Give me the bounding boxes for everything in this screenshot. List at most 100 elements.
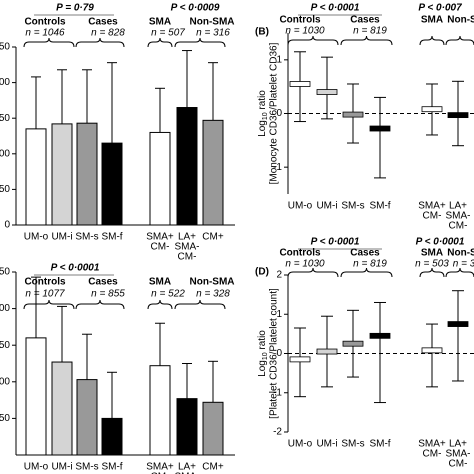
- x-tick-label: UM-o: [288, 201, 313, 212]
- n-label: n = 1046: [25, 28, 65, 39]
- x-tick-label: UM-o: [24, 462, 49, 473]
- x-tick-label: UM-o: [288, 439, 313, 450]
- x-tick-label: CM-: [151, 472, 170, 474]
- x-tick-label: SMA+: [418, 201, 446, 212]
- brace: [174, 299, 226, 310]
- n-label: n = 3: [453, 259, 474, 270]
- x-tick-label: SM-s: [341, 439, 364, 450]
- x-tick-label: SMA-: [446, 449, 471, 460]
- x-tick-label: SMA+: [146, 232, 174, 243]
- bar: [51, 361, 73, 456]
- y-tick-label: 150: [0, 340, 10, 351]
- brace: [445, 267, 474, 278]
- center-marker: [369, 125, 391, 132]
- brace: [340, 267, 393, 278]
- p-value: P = 0·79: [56, 3, 94, 14]
- group-label: Controls: [24, 277, 66, 288]
- x-tick-label: CM-: [151, 242, 170, 253]
- y-label-text: Log: [257, 360, 268, 377]
- x-tick-label: UM-i: [316, 201, 337, 212]
- x-tick-label: UM-i: [51, 462, 72, 473]
- x-tick-label: CM-: [178, 252, 197, 263]
- brace: [75, 299, 125, 310]
- n-label: n = 1030: [285, 26, 325, 37]
- bar: [202, 119, 224, 226]
- center-marker: [342, 340, 364, 347]
- group-label: Controls: [24, 17, 66, 28]
- center-marker: [421, 347, 443, 354]
- x-tick-label: CM-: [449, 459, 468, 470]
- y-tick-label: 0: [4, 220, 10, 231]
- group-label: Controls: [279, 15, 321, 26]
- brace: [75, 37, 125, 48]
- bar: [149, 131, 171, 226]
- n-label: n = 316: [196, 28, 230, 39]
- x-tick-label: SMA+: [418, 439, 446, 450]
- y-tick-label: 100: [0, 376, 10, 387]
- group-label: SMA: [421, 248, 443, 259]
- group-label: SMA: [149, 277, 171, 288]
- x-tick-label: SMA-: [175, 472, 200, 474]
- p-value: P < 0·007: [418, 3, 462, 14]
- y-tick-label: 200: [0, 77, 10, 88]
- n-label: n = 819: [353, 259, 387, 270]
- x-tick-label: CM+: [202, 232, 224, 243]
- p-value: P < 0·0001: [416, 237, 465, 248]
- x-tick-label: LA+: [449, 439, 467, 450]
- group-label: Cases: [350, 248, 380, 259]
- panel-label: (B): [255, 27, 269, 38]
- x-tick-label: SMA+: [146, 462, 174, 473]
- center-marker: [369, 332, 391, 339]
- p-value: P < 0·0001: [311, 3, 360, 14]
- y-tick-label: 1: [276, 54, 282, 65]
- bar: [176, 398, 198, 456]
- center-marker: [447, 321, 469, 327]
- y-axis-label: [Monocyte CD36/Platelet CD36]: [269, 42, 280, 184]
- x-tick-label: CM-: [449, 221, 468, 232]
- panel-label: (D): [255, 267, 269, 278]
- brace: [419, 35, 445, 46]
- n-label: n = 1077: [25, 289, 65, 300]
- center-marker: [447, 112, 469, 119]
- x-tick-label: SM-s: [341, 201, 364, 212]
- n-label: n = 1030: [285, 259, 325, 270]
- n-label: n = 522: [151, 289, 185, 300]
- center-marker: [421, 106, 443, 113]
- group-label: Non-S: [447, 248, 474, 259]
- x-tick-label: CM-: [423, 449, 442, 460]
- group-label: Cases: [350, 15, 380, 26]
- brace: [147, 37, 173, 48]
- bar: [25, 128, 47, 226]
- x-tick-label: UM-i: [51, 232, 72, 243]
- p-value: P < 0·0001: [311, 237, 360, 248]
- x-tick-label: LA+: [178, 462, 196, 473]
- x-tick-label: SM-s: [75, 232, 98, 243]
- bar: [176, 107, 198, 226]
- x-tick-label: UM-o: [24, 232, 49, 243]
- group-label: Non-SMA: [190, 277, 235, 288]
- bar: [25, 337, 47, 456]
- center-marker: [316, 89, 338, 95]
- center-marker: [316, 348, 338, 355]
- y-tick-label: 1: [276, 309, 282, 320]
- y-tick-label: 250: [0, 42, 10, 53]
- y-tick-label: 0: [276, 108, 282, 119]
- y-tick-label: 250: [0, 267, 10, 278]
- x-tick-label: SMA-: [175, 242, 200, 253]
- x-tick-label: LA+: [178, 232, 196, 243]
- y-axis-label: Log10 ratio: [257, 90, 269, 137]
- n-label: n = 855: [91, 289, 125, 300]
- brace: [23, 37, 75, 48]
- bar: [76, 379, 98, 456]
- x-tick-label: SMA-: [446, 211, 471, 222]
- x-tick-label: LA+: [449, 201, 467, 212]
- group-label: Cases: [88, 17, 118, 28]
- bar: [76, 122, 98, 226]
- group-label: SMA: [149, 17, 171, 28]
- group-label: Non-S: [447, 15, 474, 26]
- bar: [202, 401, 224, 456]
- x-tick-label: SM-f: [101, 462, 122, 473]
- y-tick-label: 0: [276, 348, 282, 359]
- center-marker: [289, 81, 311, 87]
- x-tick-label: CM+: [202, 462, 224, 473]
